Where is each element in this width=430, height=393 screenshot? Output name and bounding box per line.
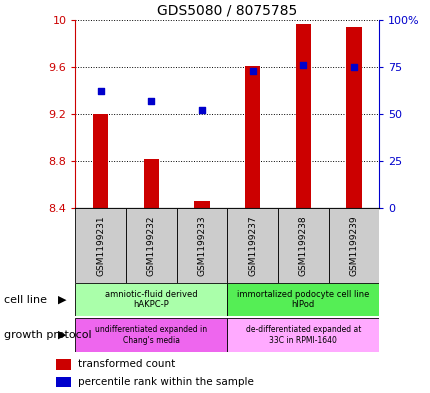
Text: undifferentiated expanded in
Chang's media: undifferentiated expanded in Chang's med… <box>95 325 207 345</box>
Bar <box>245 66 260 208</box>
Point <box>299 62 306 68</box>
Text: GSM1199239: GSM1199239 <box>349 215 358 276</box>
Bar <box>227 318 378 352</box>
Text: de-differentiated expanded at
33C in RPMI-1640: de-differentiated expanded at 33C in RPM… <box>245 325 360 345</box>
Bar <box>56 376 71 387</box>
Text: GSM1199238: GSM1199238 <box>298 215 307 276</box>
Bar <box>126 208 176 283</box>
Bar <box>144 159 159 208</box>
Text: GSM1199233: GSM1199233 <box>197 215 206 276</box>
Text: percentile rank within the sample: percentile rank within the sample <box>78 377 253 387</box>
Bar <box>295 24 310 208</box>
Bar <box>194 201 209 208</box>
Text: ▶: ▶ <box>58 330 67 340</box>
Bar <box>75 208 126 283</box>
Point <box>350 64 356 70</box>
Bar <box>328 208 378 283</box>
Bar <box>56 359 71 369</box>
Text: GSM1199232: GSM1199232 <box>147 215 156 276</box>
Text: ▶: ▶ <box>58 295 67 305</box>
Bar <box>93 114 108 208</box>
Text: growth protocol: growth protocol <box>4 330 92 340</box>
Text: GSM1199237: GSM1199237 <box>248 215 257 276</box>
Bar <box>75 283 227 316</box>
Point <box>249 68 255 74</box>
Bar <box>176 208 227 283</box>
Point <box>198 107 205 113</box>
Text: amniotic-fluid derived
hAKPC-P: amniotic-fluid derived hAKPC-P <box>105 290 197 309</box>
Bar <box>277 208 328 283</box>
Point <box>147 97 154 104</box>
Bar <box>346 27 361 208</box>
Bar <box>75 318 227 352</box>
Bar <box>227 208 277 283</box>
Text: cell line: cell line <box>4 295 47 305</box>
Text: transformed count: transformed count <box>78 359 175 369</box>
Title: GDS5080 / 8075785: GDS5080 / 8075785 <box>157 3 297 17</box>
Text: immortalized podocyte cell line
hIPod: immortalized podocyte cell line hIPod <box>237 290 369 309</box>
Point <box>97 88 104 94</box>
Text: GSM1199231: GSM1199231 <box>96 215 105 276</box>
Bar <box>227 283 378 316</box>
